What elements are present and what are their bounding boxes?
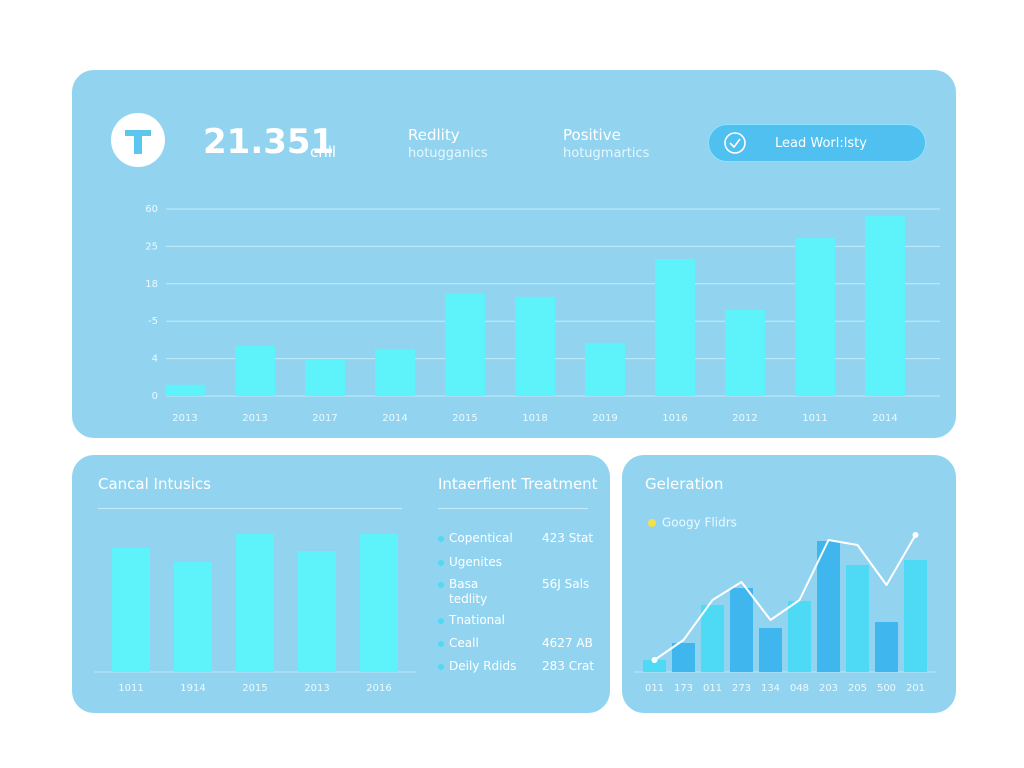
stat-subtitle: hotugmartics	[563, 146, 650, 161]
bar	[515, 296, 555, 396]
x-tick-label: 2014	[872, 413, 897, 424]
x-tick-label: 134	[761, 683, 780, 694]
button[interactable]: Lead Worl:lsty	[708, 124, 926, 162]
divider	[98, 508, 402, 509]
headline-unit: cnll	[310, 143, 337, 161]
x-tick-label: 500	[877, 683, 896, 694]
bullet	[438, 618, 444, 624]
bar	[795, 238, 835, 396]
x-tick-label: 2019	[592, 413, 617, 424]
x-tick-label: 2015	[452, 413, 477, 424]
x-tick-label: 205	[848, 683, 867, 694]
bullet	[438, 560, 444, 566]
x-tick-label: 203	[819, 683, 838, 694]
x-tick-label: 2014	[382, 413, 407, 424]
button-label: Lead Worl:lsty	[775, 136, 867, 151]
left-panel	[72, 455, 610, 713]
bar	[865, 216, 905, 396]
bullet	[438, 582, 444, 588]
bar	[585, 342, 625, 396]
item-label: Copentical	[449, 531, 513, 545]
legend-label: Googy Flidrs	[662, 516, 737, 530]
x-tick-label: 201	[906, 683, 925, 694]
bar	[701, 605, 724, 672]
logo	[111, 113, 165, 167]
item-value: 4627 AB	[542, 636, 593, 650]
x-tick-label: 2013	[304, 683, 329, 694]
panel-title: Intaerfient Treatment	[438, 475, 598, 493]
y-tick-label: 18	[145, 279, 158, 290]
bar	[730, 588, 753, 672]
item-value: 283 Crat	[542, 659, 595, 673]
x-tick-label: 1018	[522, 413, 547, 424]
x-tick-label: 2012	[732, 413, 757, 424]
bar	[375, 348, 415, 396]
bar	[643, 660, 666, 672]
stat-subtitle: hotugganics	[408, 146, 488, 161]
bar	[305, 358, 345, 396]
bullet	[438, 664, 444, 670]
y-tick-label: 60	[145, 204, 158, 215]
item-label: Basa tedlity	[449, 577, 488, 606]
bar	[725, 309, 765, 396]
x-tick-label: 048	[790, 683, 809, 694]
bar	[904, 560, 927, 672]
bar	[817, 541, 840, 672]
y-tick-label: 0	[152, 391, 158, 402]
point	[651, 657, 658, 663]
y-tick-label: 25	[145, 241, 158, 252]
bar	[759, 628, 782, 672]
bullet	[438, 536, 444, 542]
x-tick-label: 2013	[242, 413, 267, 424]
item-label: Tnational	[449, 613, 505, 627]
x-tick-label: 1011	[118, 683, 143, 694]
bar	[788, 601, 811, 672]
item-label: Ceall	[449, 636, 479, 650]
bar	[655, 259, 695, 396]
item-label: Deily Rdids	[449, 659, 517, 673]
bar	[672, 643, 695, 672]
item-value: 423 Stat	[542, 531, 594, 545]
x-tick-label: 011	[645, 683, 664, 694]
x-tick-label: 1016	[662, 413, 687, 424]
bar	[360, 534, 398, 672]
y-tick-label: -5	[148, 316, 158, 327]
y-tick-label: 4	[152, 354, 158, 365]
bar	[235, 345, 275, 396]
bar	[112, 548, 150, 672]
bar	[236, 534, 274, 672]
bullet	[438, 641, 444, 647]
x-tick-label: 011	[703, 683, 722, 694]
x-tick-label: 1914	[180, 683, 205, 694]
panel-title: Geleration	[645, 475, 724, 493]
x-tick-label: 173	[674, 683, 693, 694]
headline-value: 21.351	[203, 122, 335, 162]
stat-title: Redlity	[408, 126, 460, 144]
bar	[445, 293, 485, 396]
x-tick-label: 1011	[802, 413, 827, 424]
bar	[875, 622, 898, 672]
point	[912, 532, 919, 538]
check-icon	[724, 132, 746, 154]
x-tick-label: 2017	[312, 413, 337, 424]
divider	[438, 508, 588, 509]
x-tick-label: 273	[732, 683, 751, 694]
x-tick-label: 2013	[172, 413, 197, 424]
legend-swatch	[648, 519, 656, 527]
x-tick-label: 2015	[242, 683, 267, 694]
item-value: 56J Sals	[542, 577, 590, 591]
bar	[846, 565, 869, 672]
line	[653, 534, 917, 661]
panel-title: Cancal Intusics	[98, 475, 211, 493]
bar	[165, 384, 205, 396]
bar	[174, 562, 212, 672]
item-label: Ugenites	[449, 555, 503, 569]
stat-title: Positive	[563, 126, 621, 144]
bar	[298, 551, 336, 672]
x-tick-label: 2016	[366, 683, 391, 694]
